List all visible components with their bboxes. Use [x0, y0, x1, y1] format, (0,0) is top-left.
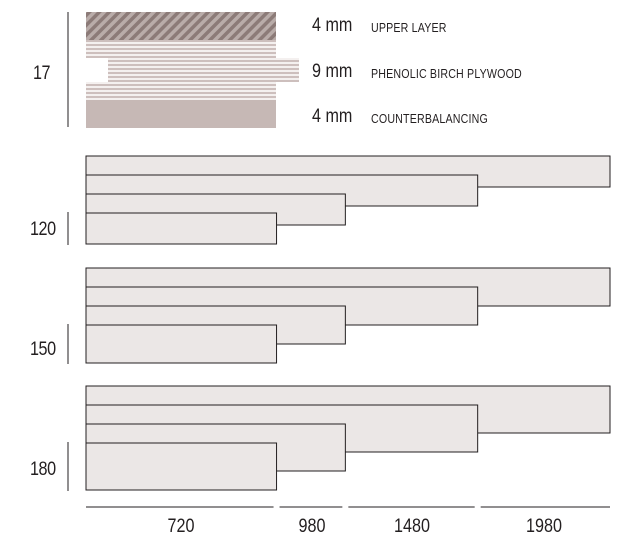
counterbalancing-layer-name: COUNTERBALANCING [371, 111, 488, 126]
counterbalancing-layer-swatch [86, 100, 276, 128]
plywood-layer-thickness: 9 mm [312, 61, 353, 82]
counterbalancing-layer-thickness: 4 mm [312, 106, 353, 127]
length-label-1980: 1980 [526, 516, 562, 537]
upper-layer-name: UPPER LAYER [371, 20, 447, 35]
width-label-180: 180 [30, 459, 56, 480]
plank-150-720 [85, 324, 278, 364]
upper-layer-swatch [86, 12, 276, 40]
length-label-720: 720 [167, 516, 195, 537]
thickness-section [67, 12, 299, 128]
plywood-layer-name: PHENOLIC BIRCH PLYWOOD [371, 66, 522, 81]
plank-120-720 [85, 212, 278, 245]
width-label-120: 120 [30, 219, 56, 240]
length-label-1480: 1480 [394, 516, 430, 537]
upper-layer-thickness: 4 mm [312, 15, 353, 36]
plank-180-720 [85, 442, 278, 491]
plywood-layer-swatch [86, 40, 299, 100]
total-thickness-label: 17 [33, 63, 51, 84]
length-label-980: 980 [298, 516, 326, 537]
plank-groups [67, 155, 611, 491]
width-label-150: 150 [30, 339, 56, 360]
